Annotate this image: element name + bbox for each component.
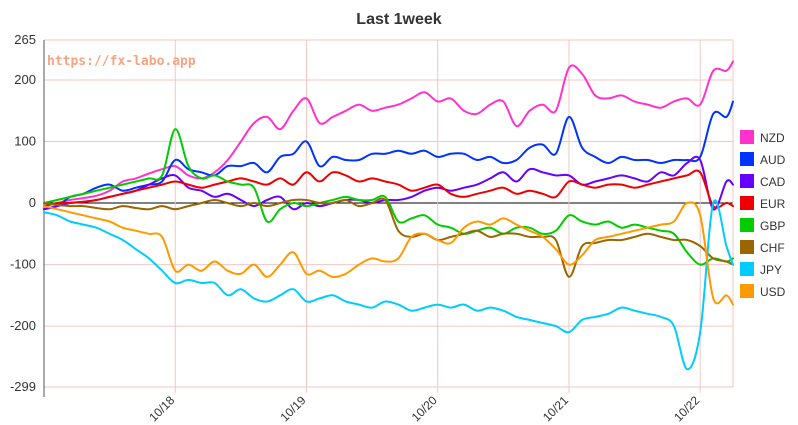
legend-swatch-chf[interactable] (740, 240, 754, 254)
legend-swatch-eur[interactable] (740, 196, 754, 210)
legend-swatch-gbp[interactable] (740, 218, 754, 232)
series-line-cad (43, 155, 734, 211)
legend-label-jpy[interactable]: JPY (760, 263, 782, 277)
legend-label-cad[interactable]: CAD (760, 175, 786, 189)
y-tick-label: 100 (14, 134, 36, 149)
y-axis: 265 200 100 0 -100 -200 -299 (10, 32, 45, 397)
legend-swatch-jpy[interactable] (740, 262, 754, 276)
series-lines (43, 60, 734, 371)
y-tick-label: -200 (10, 318, 36, 333)
y-tick-label: -299 (10, 379, 36, 394)
legend-swatch-cad[interactable] (740, 174, 754, 188)
x-tick-label: 10/19 (277, 393, 308, 424)
legend-label-usd[interactable]: USD (760, 285, 786, 299)
grid-lines (44, 39, 734, 393)
y-tick-label: 0 (29, 195, 36, 210)
series-line-jpy (43, 199, 734, 371)
x-tick-label: 10/22 (671, 393, 702, 424)
legend-label-aud[interactable]: AUD (760, 153, 786, 167)
series-line-usd (43, 201, 734, 306)
y-tick-label: 200 (14, 72, 36, 87)
y-tick-label: 265 (14, 32, 36, 47)
series-line-nzd (43, 60, 734, 208)
series-line-eur (43, 169, 734, 209)
legend-swatch-nzd[interactable] (740, 130, 754, 144)
x-axis: 10/18 10/19 10/20 10/21 10/22 (146, 393, 702, 424)
x-tick-label: 10/18 (146, 393, 177, 424)
x-tick-label: 10/20 (409, 393, 440, 424)
legend-swatch-usd[interactable] (740, 284, 754, 298)
series-line-aud (43, 100, 734, 211)
legend-label-eur[interactable]: EUR (760, 197, 786, 211)
series-line-chf (43, 197, 734, 278)
series-line-gbp (43, 128, 734, 266)
legend-label-chf[interactable]: CHF (760, 241, 785, 255)
x-tick-label: 10/21 (540, 393, 571, 424)
legend[interactable]: NZD AUD CAD EUR GBP CHF JPY USD (740, 130, 786, 299)
legend-label-gbp[interactable]: GBP (760, 219, 785, 233)
watermark-text: https://fx-labo.app (47, 54, 196, 69)
chart-title: Last 1week (356, 11, 441, 28)
legend-swatch-aud[interactable] (740, 152, 754, 166)
legend-label-nzd[interactable]: NZD (760, 131, 785, 145)
y-tick-label: -100 (10, 257, 36, 272)
